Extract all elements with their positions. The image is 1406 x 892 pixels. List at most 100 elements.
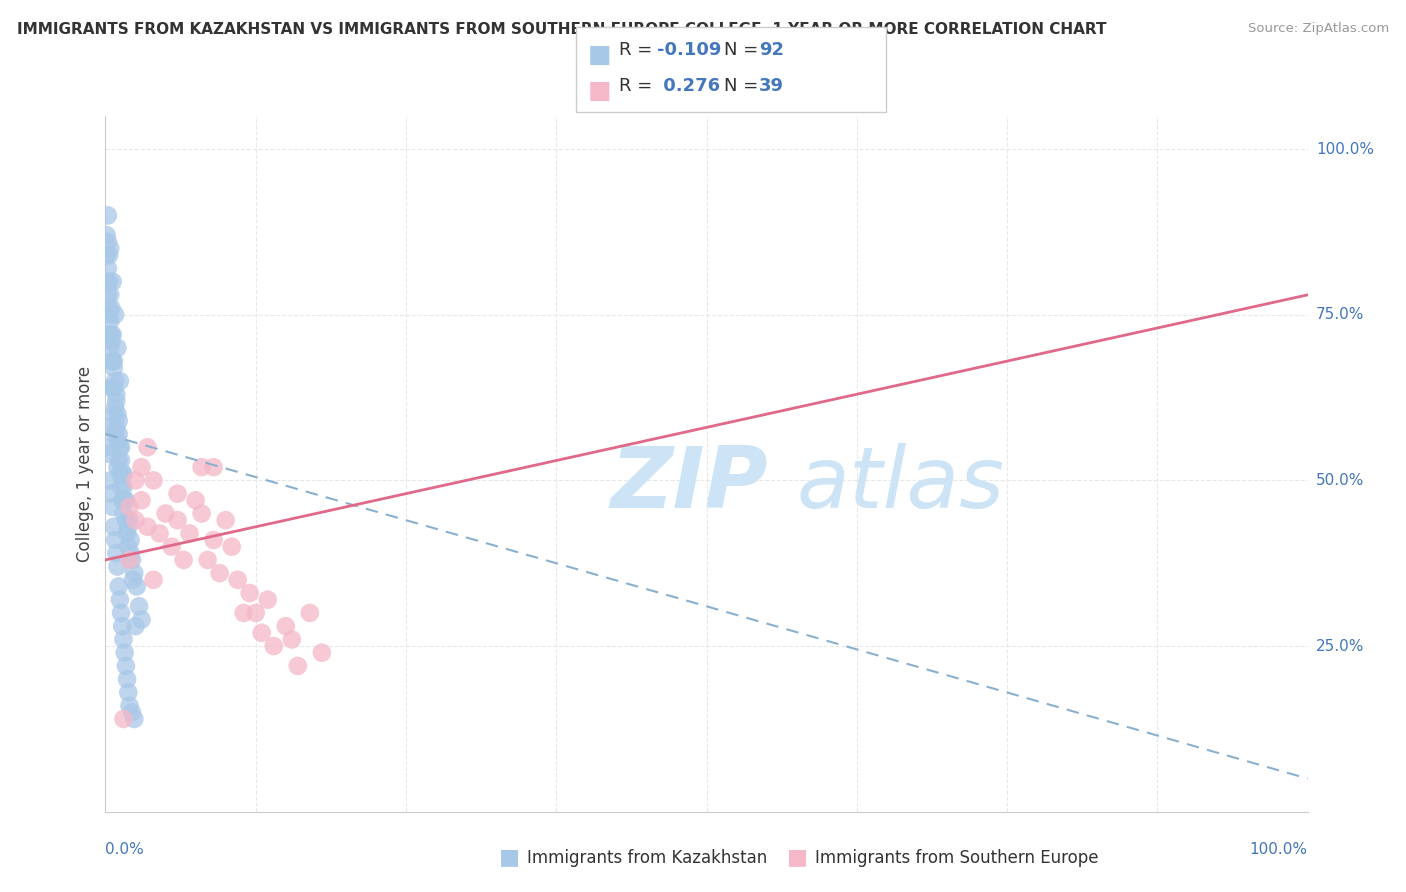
Point xyxy=(190,460,212,475)
Point xyxy=(107,453,129,467)
Point xyxy=(179,526,201,541)
Point xyxy=(98,301,121,315)
Point xyxy=(104,401,127,415)
Point xyxy=(118,553,141,567)
Point xyxy=(256,592,278,607)
Point xyxy=(274,619,297,633)
Text: 75.0%: 75.0% xyxy=(1316,307,1364,322)
Point xyxy=(98,248,121,262)
Point xyxy=(103,354,125,368)
Point xyxy=(107,341,129,355)
Y-axis label: College, 1 year or more: College, 1 year or more xyxy=(76,366,94,562)
Point xyxy=(100,381,122,395)
Point xyxy=(148,526,170,541)
Point xyxy=(103,520,125,534)
Point xyxy=(281,632,304,647)
Text: 50.0%: 50.0% xyxy=(1316,473,1364,488)
Point xyxy=(103,407,125,421)
Text: ■: ■ xyxy=(787,847,808,867)
Point xyxy=(105,393,128,408)
Point xyxy=(98,308,121,322)
Point xyxy=(104,374,127,388)
Point xyxy=(107,559,129,574)
Point xyxy=(108,592,131,607)
Point xyxy=(114,493,136,508)
Point xyxy=(155,507,177,521)
Point xyxy=(202,460,225,475)
Point xyxy=(98,341,121,355)
Point xyxy=(98,275,121,289)
Point xyxy=(98,327,121,342)
Point xyxy=(112,507,135,521)
Point xyxy=(298,606,321,620)
Text: Source: ZipAtlas.com: Source: ZipAtlas.com xyxy=(1249,22,1389,36)
Text: Immigrants from Southern Europe: Immigrants from Southern Europe xyxy=(815,849,1099,867)
Point xyxy=(115,493,138,508)
Point xyxy=(97,420,120,434)
Text: N =: N = xyxy=(724,77,763,95)
Point xyxy=(101,381,124,395)
Point xyxy=(221,540,243,554)
Point xyxy=(208,566,231,581)
Point xyxy=(263,639,285,653)
Text: IMMIGRANTS FROM KAZAKHSTAN VS IMMIGRANTS FROM SOUTHERN EUROPE COLLEGE, 1 YEAR OR: IMMIGRANTS FROM KAZAKHSTAN VS IMMIGRANTS… xyxy=(17,22,1107,37)
Point xyxy=(121,553,143,567)
Point xyxy=(166,513,188,527)
Point xyxy=(96,440,118,454)
Point xyxy=(115,526,138,541)
Point xyxy=(121,706,143,720)
Point xyxy=(103,360,125,375)
Point xyxy=(202,533,225,547)
Point xyxy=(111,619,134,633)
Text: 100.0%: 100.0% xyxy=(1316,142,1374,157)
Point xyxy=(118,698,141,713)
Point xyxy=(250,625,273,640)
Point xyxy=(110,606,132,620)
Point xyxy=(100,486,122,500)
Point xyxy=(98,288,121,302)
Point xyxy=(107,434,129,448)
Point xyxy=(124,619,146,633)
Point xyxy=(166,486,188,500)
Point xyxy=(101,327,124,342)
Point xyxy=(105,420,128,434)
Text: 100.0%: 100.0% xyxy=(1250,842,1308,857)
Point xyxy=(214,513,236,527)
Point xyxy=(112,467,135,481)
Point xyxy=(115,659,138,673)
Point xyxy=(124,712,146,726)
Text: -0.109: -0.109 xyxy=(657,41,721,59)
Text: 39: 39 xyxy=(759,77,785,95)
Point xyxy=(136,440,159,454)
Point xyxy=(108,374,131,388)
Text: 0.0%: 0.0% xyxy=(105,842,145,857)
Point xyxy=(197,553,219,567)
Point xyxy=(107,460,129,475)
Point xyxy=(245,606,267,620)
Point xyxy=(131,460,153,475)
Point xyxy=(98,447,121,461)
Point xyxy=(142,573,165,587)
Point xyxy=(136,520,159,534)
Point xyxy=(142,474,165,488)
Point xyxy=(122,573,145,587)
Point xyxy=(100,354,122,368)
Point xyxy=(124,513,146,527)
Point xyxy=(104,427,127,442)
Point xyxy=(105,546,128,560)
Point xyxy=(96,248,118,262)
Point xyxy=(104,533,127,547)
Point xyxy=(98,474,121,488)
Point xyxy=(110,480,132,494)
Text: 92: 92 xyxy=(759,41,785,59)
Text: N =: N = xyxy=(724,41,763,59)
Point xyxy=(125,579,148,593)
Point xyxy=(96,275,118,289)
Point xyxy=(105,387,128,401)
Text: 25.0%: 25.0% xyxy=(1316,639,1364,654)
Point xyxy=(98,242,121,256)
Point xyxy=(97,261,120,276)
Text: ■: ■ xyxy=(588,43,612,67)
Point xyxy=(311,646,333,660)
Point xyxy=(110,440,132,454)
